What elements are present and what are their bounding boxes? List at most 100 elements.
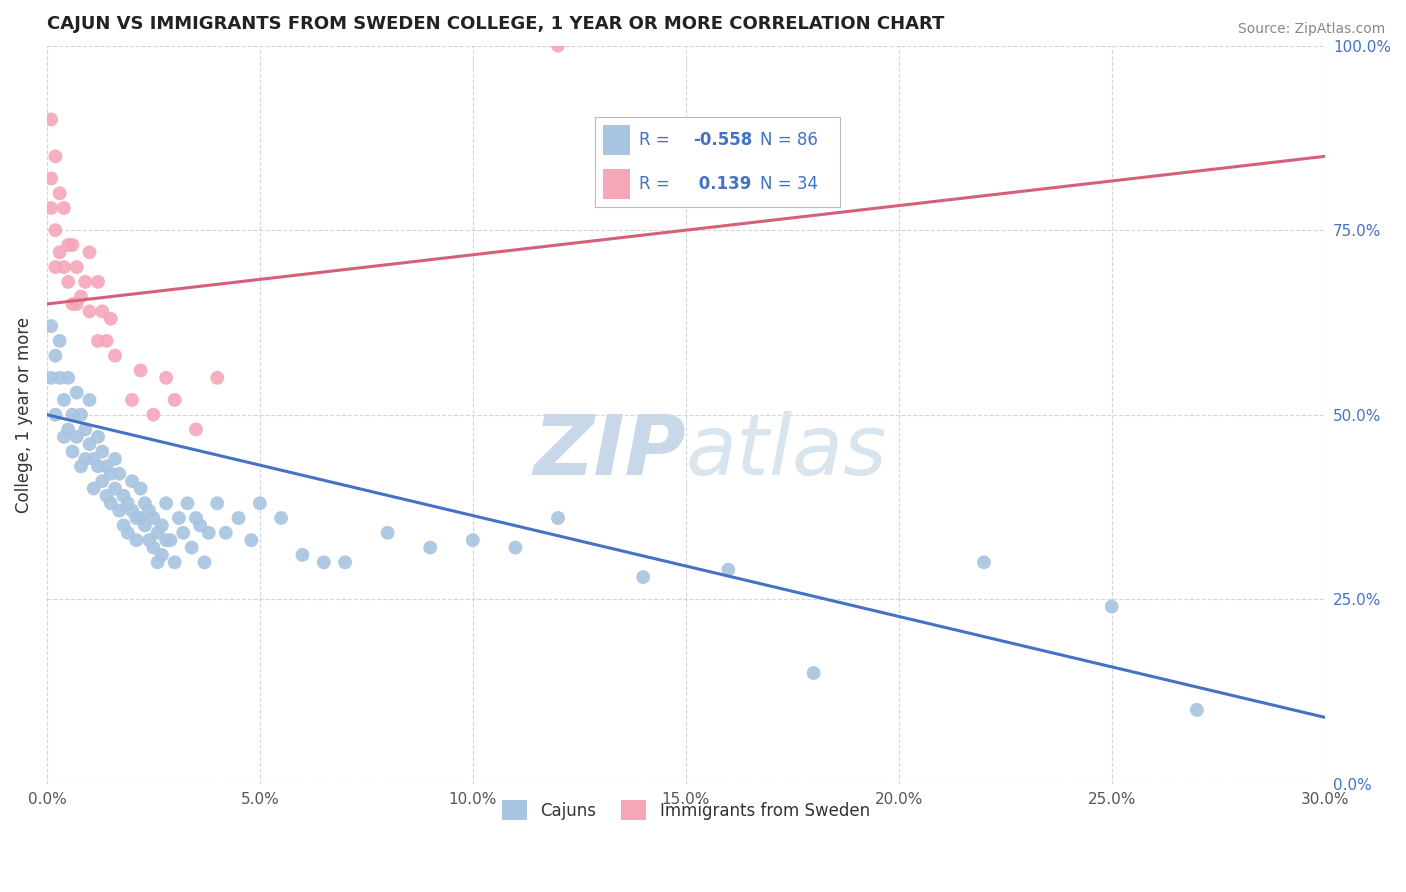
Point <box>167 511 190 525</box>
Point <box>39 201 62 215</box>
Point <box>104 482 127 496</box>
Point <box>163 555 186 569</box>
Point <box>112 489 135 503</box>
Point <box>176 496 198 510</box>
Point <box>377 525 399 540</box>
FancyBboxPatch shape <box>603 169 630 199</box>
Point <box>100 496 122 510</box>
Point <box>159 533 181 548</box>
Text: N = 34: N = 34 <box>759 175 817 193</box>
Point <box>631 570 654 584</box>
Point <box>150 518 173 533</box>
Point <box>79 392 101 407</box>
Point <box>44 149 66 163</box>
Point <box>197 525 219 540</box>
Point <box>91 304 114 318</box>
Point <box>129 511 152 525</box>
Point <box>39 319 62 334</box>
Text: N = 86: N = 86 <box>759 131 817 149</box>
Point <box>66 297 89 311</box>
Point <box>83 482 105 496</box>
Point <box>155 371 177 385</box>
Point <box>79 304 101 318</box>
Point <box>79 437 101 451</box>
Point <box>207 371 229 385</box>
Point <box>70 290 93 304</box>
Point <box>121 474 143 488</box>
Point <box>717 563 740 577</box>
Point <box>100 311 122 326</box>
Point <box>52 430 75 444</box>
Point <box>52 260 75 274</box>
Point <box>142 511 165 525</box>
Text: Source: ZipAtlas.com: Source: ZipAtlas.com <box>1237 22 1385 37</box>
Point <box>96 334 118 348</box>
Point <box>333 555 356 569</box>
Point <box>39 371 62 385</box>
Point <box>70 459 93 474</box>
Point <box>121 392 143 407</box>
Point <box>172 525 194 540</box>
Point <box>134 518 156 533</box>
Point <box>155 496 177 510</box>
Point <box>79 245 101 260</box>
Text: 0.139: 0.139 <box>693 175 752 193</box>
Point <box>91 444 114 458</box>
FancyBboxPatch shape <box>603 126 630 155</box>
Text: ZIP: ZIP <box>533 411 686 492</box>
Point <box>125 511 148 525</box>
Point <box>291 548 314 562</box>
Point <box>180 541 202 555</box>
Point <box>56 422 79 436</box>
Point <box>125 533 148 548</box>
Point <box>505 541 527 555</box>
Y-axis label: College, 1 year or more: College, 1 year or more <box>15 317 32 513</box>
Point <box>134 496 156 510</box>
Point <box>142 408 165 422</box>
Point <box>39 112 62 127</box>
Text: CAJUN VS IMMIGRANTS FROM SWEDEN COLLEGE, 1 YEAR OR MORE CORRELATION CHART: CAJUN VS IMMIGRANTS FROM SWEDEN COLLEGE,… <box>46 15 945 33</box>
Point <box>66 385 89 400</box>
Point <box>52 201 75 215</box>
Point <box>249 496 271 510</box>
Point <box>83 452 105 467</box>
Text: -0.558: -0.558 <box>693 131 752 149</box>
Point <box>96 489 118 503</box>
Point <box>108 467 131 481</box>
Point <box>56 371 79 385</box>
Point <box>129 482 152 496</box>
Point <box>146 525 169 540</box>
Point <box>184 422 207 436</box>
Point <box>48 371 70 385</box>
Point <box>138 503 160 517</box>
Point <box>163 392 186 407</box>
Point <box>70 408 93 422</box>
Point <box>91 474 114 488</box>
Text: R =: R = <box>640 131 671 149</box>
Legend: Cajuns, Immigrants from Sweden: Cajuns, Immigrants from Sweden <box>495 793 876 827</box>
Text: atlas: atlas <box>686 411 887 492</box>
Point <box>419 541 441 555</box>
Text: R =: R = <box>640 175 671 193</box>
Point <box>104 349 127 363</box>
Point <box>547 38 569 53</box>
Point <box>121 503 143 517</box>
Point <box>56 275 79 289</box>
Point <box>48 186 70 201</box>
Point <box>117 496 139 510</box>
Point <box>1185 703 1208 717</box>
Point <box>44 349 66 363</box>
Point <box>104 452 127 467</box>
Point <box>48 245 70 260</box>
Point <box>87 275 110 289</box>
Point <box>44 408 66 422</box>
Point <box>547 511 569 525</box>
Point <box>96 459 118 474</box>
Point <box>66 430 89 444</box>
Point <box>48 334 70 348</box>
Point <box>56 238 79 252</box>
Point <box>75 275 97 289</box>
Point <box>66 260 89 274</box>
Point <box>193 555 215 569</box>
Point <box>240 533 263 548</box>
